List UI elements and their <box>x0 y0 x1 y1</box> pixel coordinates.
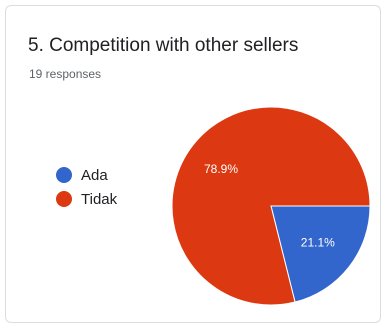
pie-slice-ada[interactable] <box>270 205 371 303</box>
legend-item-ada[interactable]: Ada <box>56 164 117 186</box>
legend-label-tidak: Tidak <box>81 190 118 208</box>
legend-swatch-tidak <box>56 191 72 207</box>
question-title: 5. Competition with other sellers <box>28 35 299 56</box>
response-count: 19 responses <box>29 67 102 81</box>
chart-legend: Ada Tidak <box>56 164 117 212</box>
legend-label-ada: Ada <box>81 166 108 184</box>
legend-swatch-ada <box>56 167 72 183</box>
pie-chart: 21.1% 78.9% <box>171 106 371 306</box>
legend-item-tidak[interactable]: Tidak <box>56 188 117 210</box>
pie-slice-tidak[interactable] <box>171 106 371 306</box>
pie-label-tidak: 78.9% <box>204 162 238 176</box>
pie-label-ada: 21.1% <box>301 236 335 250</box>
question-card: 5. Competition with other sellers 19 res… <box>5 5 381 323</box>
